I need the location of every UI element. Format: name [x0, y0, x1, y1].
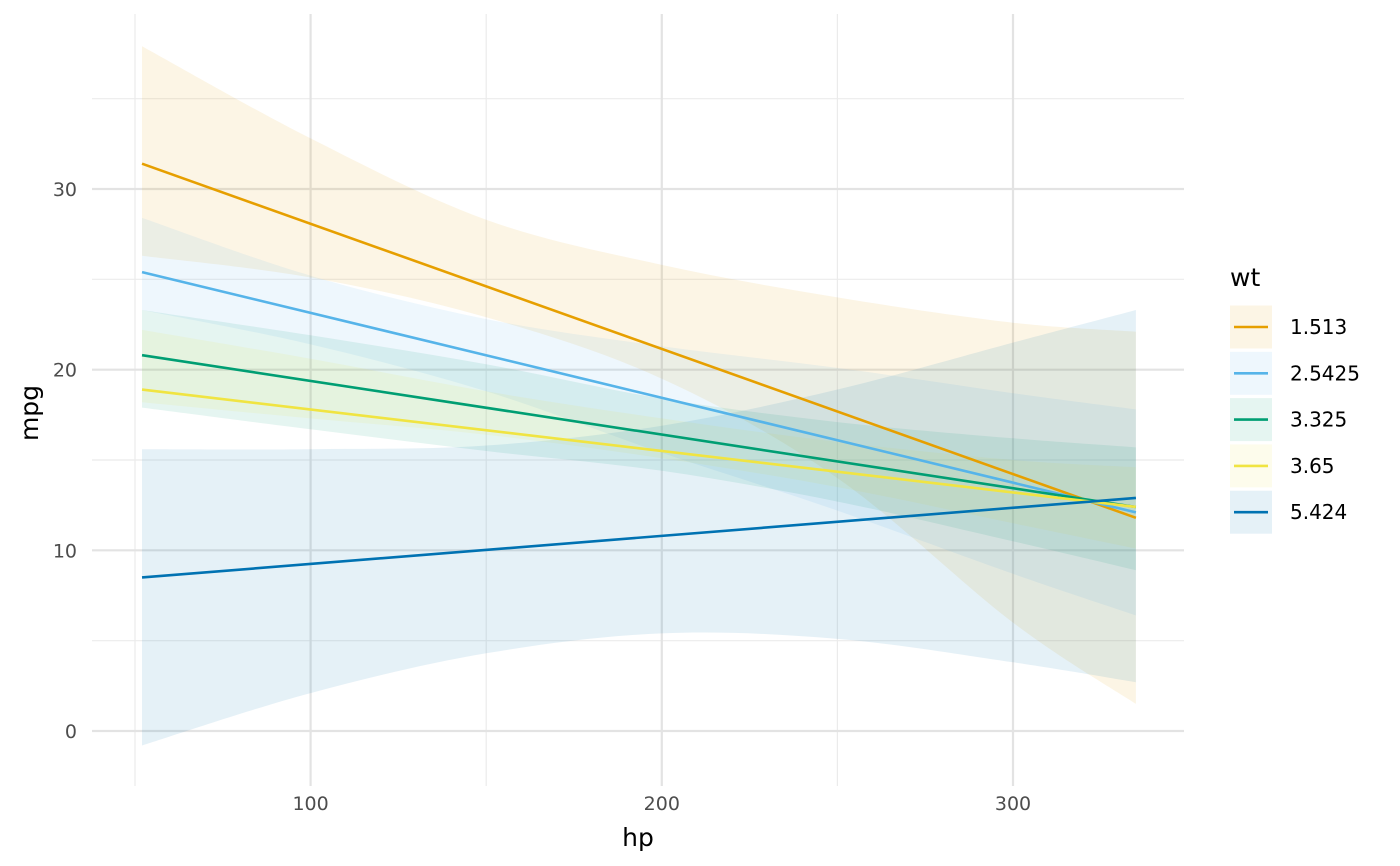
legend-label-1.513: 1.513 [1290, 315, 1347, 339]
grid-major [92, 14, 1184, 786]
series-line-2.5425 [141, 270, 1137, 514]
y-tick-label: 30 [53, 179, 77, 201]
ribbon-1.513 [142, 46, 1136, 704]
ribbon-3.65 [142, 329, 1136, 549]
series-line-3.65 [141, 388, 1137, 509]
y-axis-ticks: 0 10 20 30 [53, 179, 77, 743]
series-line-5.424 [141, 496, 1137, 579]
y-axis-title: mpg [15, 385, 44, 441]
legend-title: wt [1230, 263, 1260, 292]
series-lines [141, 162, 1137, 579]
series-line-3.325 [141, 353, 1137, 509]
y-tick-label: 10 [53, 540, 77, 562]
ribbon-3.325 [142, 310, 1136, 571]
ribbon-5.424 [142, 310, 1136, 746]
x-axis-ticks: 100 200 300 [292, 793, 1031, 815]
grid-minor [92, 14, 1184, 786]
y-tick-label: 0 [65, 721, 77, 743]
legend-label-3.65: 3.65 [1290, 454, 1335, 478]
legend-label-2.5425: 2.5425 [1290, 361, 1360, 385]
x-tick-label: 300 [995, 793, 1031, 815]
confidence-ribbons [142, 46, 1136, 746]
x-tick-label: 100 [292, 793, 328, 815]
ribbon-2.5425 [142, 217, 1136, 616]
x-axis-title: hp [622, 823, 654, 852]
legend-label-3.325: 3.325 [1290, 408, 1347, 432]
legend-label-5.424: 5.424 [1290, 500, 1347, 524]
series-line-1.513 [141, 162, 1137, 520]
x-tick-label: 200 [644, 793, 680, 815]
legend: wt 1.513 2.5425 3.325 3.65 5.424 [1230, 263, 1360, 534]
y-tick-label: 20 [53, 360, 77, 382]
